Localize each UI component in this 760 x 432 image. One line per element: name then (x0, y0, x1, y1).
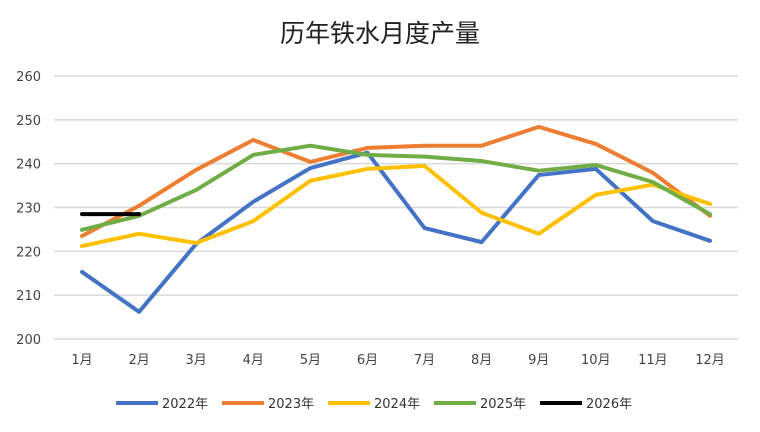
y-tick-label: 200 (16, 333, 41, 348)
series-line-2023年 (80, 124, 712, 238)
x-tick-label: 3月 (186, 353, 207, 368)
y-tick-label: 220 (16, 245, 41, 260)
series-line-2025年 (80, 143, 712, 232)
x-tick-label: 9月 (528, 353, 549, 368)
legend-label: 2025年 (480, 397, 526, 412)
x-tick-label: 5月 (300, 353, 321, 368)
x-tick-label: 12月 (695, 353, 725, 368)
y-tick-label: 230 (16, 202, 41, 217)
x-tick-label: 4月 (243, 353, 264, 368)
legend-label: 2024年 (374, 397, 420, 412)
x-tick-label: 6月 (357, 353, 378, 368)
y-tick-label: 210 (16, 289, 41, 304)
legend-label: 2026年 (586, 397, 632, 412)
legend-label: 2023年 (268, 397, 314, 412)
x-tick-label: 7月 (414, 353, 435, 368)
x-tick-label: 11月 (638, 353, 668, 368)
y-tick-label: 240 (16, 158, 41, 173)
x-tick-label: 10月 (581, 353, 611, 368)
y-tick-label: 250 (16, 114, 41, 129)
x-tick-label: 2月 (128, 353, 149, 368)
x-tick-label: 8月 (471, 353, 492, 368)
legend-label: 2022年 (162, 397, 208, 412)
series-line-2022年 (80, 150, 712, 314)
y-tick-label: 260 (16, 70, 41, 85)
chart-title: 历年铁水月度产量 (279, 19, 480, 48)
x-tick-label: 1月 (71, 353, 92, 368)
series-line-2024年 (80, 163, 712, 249)
